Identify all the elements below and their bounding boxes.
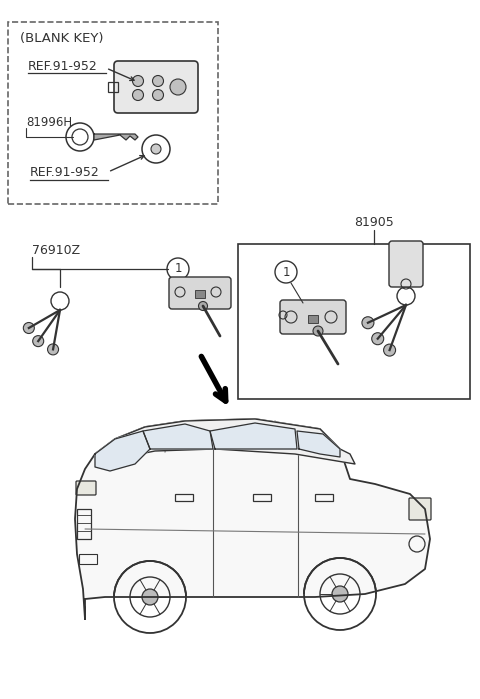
Bar: [253, 494, 271, 501]
Circle shape: [48, 344, 59, 355]
Circle shape: [170, 79, 186, 95]
FancyBboxPatch shape: [114, 61, 198, 113]
Circle shape: [362, 317, 374, 329]
Bar: [108, 82, 118, 92]
Circle shape: [153, 75, 164, 87]
Circle shape: [313, 326, 323, 336]
Polygon shape: [143, 424, 213, 449]
Circle shape: [142, 589, 158, 605]
Circle shape: [332, 586, 348, 602]
Bar: [238, 244, 470, 399]
FancyBboxPatch shape: [409, 498, 431, 520]
Bar: [79, 554, 97, 564]
Polygon shape: [210, 423, 297, 449]
Circle shape: [132, 75, 144, 87]
Text: 1: 1: [282, 266, 290, 278]
Polygon shape: [94, 134, 138, 140]
Text: 81996H: 81996H: [26, 115, 72, 129]
FancyBboxPatch shape: [76, 481, 96, 495]
FancyBboxPatch shape: [102, 448, 120, 460]
Circle shape: [384, 344, 396, 356]
Text: (BLANK KEY): (BLANK KEY): [20, 32, 104, 45]
Bar: [77, 509, 91, 539]
Polygon shape: [75, 419, 430, 619]
Bar: [175, 494, 193, 501]
Text: REF.91-952: REF.91-952: [28, 60, 98, 73]
Circle shape: [24, 322, 35, 333]
Polygon shape: [95, 431, 150, 471]
Text: REF.91-952: REF.91-952: [30, 166, 100, 178]
Circle shape: [151, 144, 161, 154]
Circle shape: [33, 336, 44, 347]
Bar: [195, 290, 205, 298]
Circle shape: [372, 333, 384, 345]
Circle shape: [153, 89, 164, 101]
Polygon shape: [95, 419, 355, 464]
Bar: [8, 22, 218, 204]
Text: 1: 1: [174, 263, 182, 275]
Circle shape: [132, 89, 144, 101]
FancyBboxPatch shape: [389, 241, 423, 287]
Polygon shape: [297, 431, 340, 457]
FancyBboxPatch shape: [169, 277, 231, 309]
Circle shape: [199, 301, 207, 310]
Bar: [308, 315, 318, 323]
Bar: [315, 494, 333, 501]
Text: 76910Z: 76910Z: [32, 245, 80, 257]
Text: 81905: 81905: [354, 215, 394, 229]
FancyBboxPatch shape: [280, 300, 346, 334]
